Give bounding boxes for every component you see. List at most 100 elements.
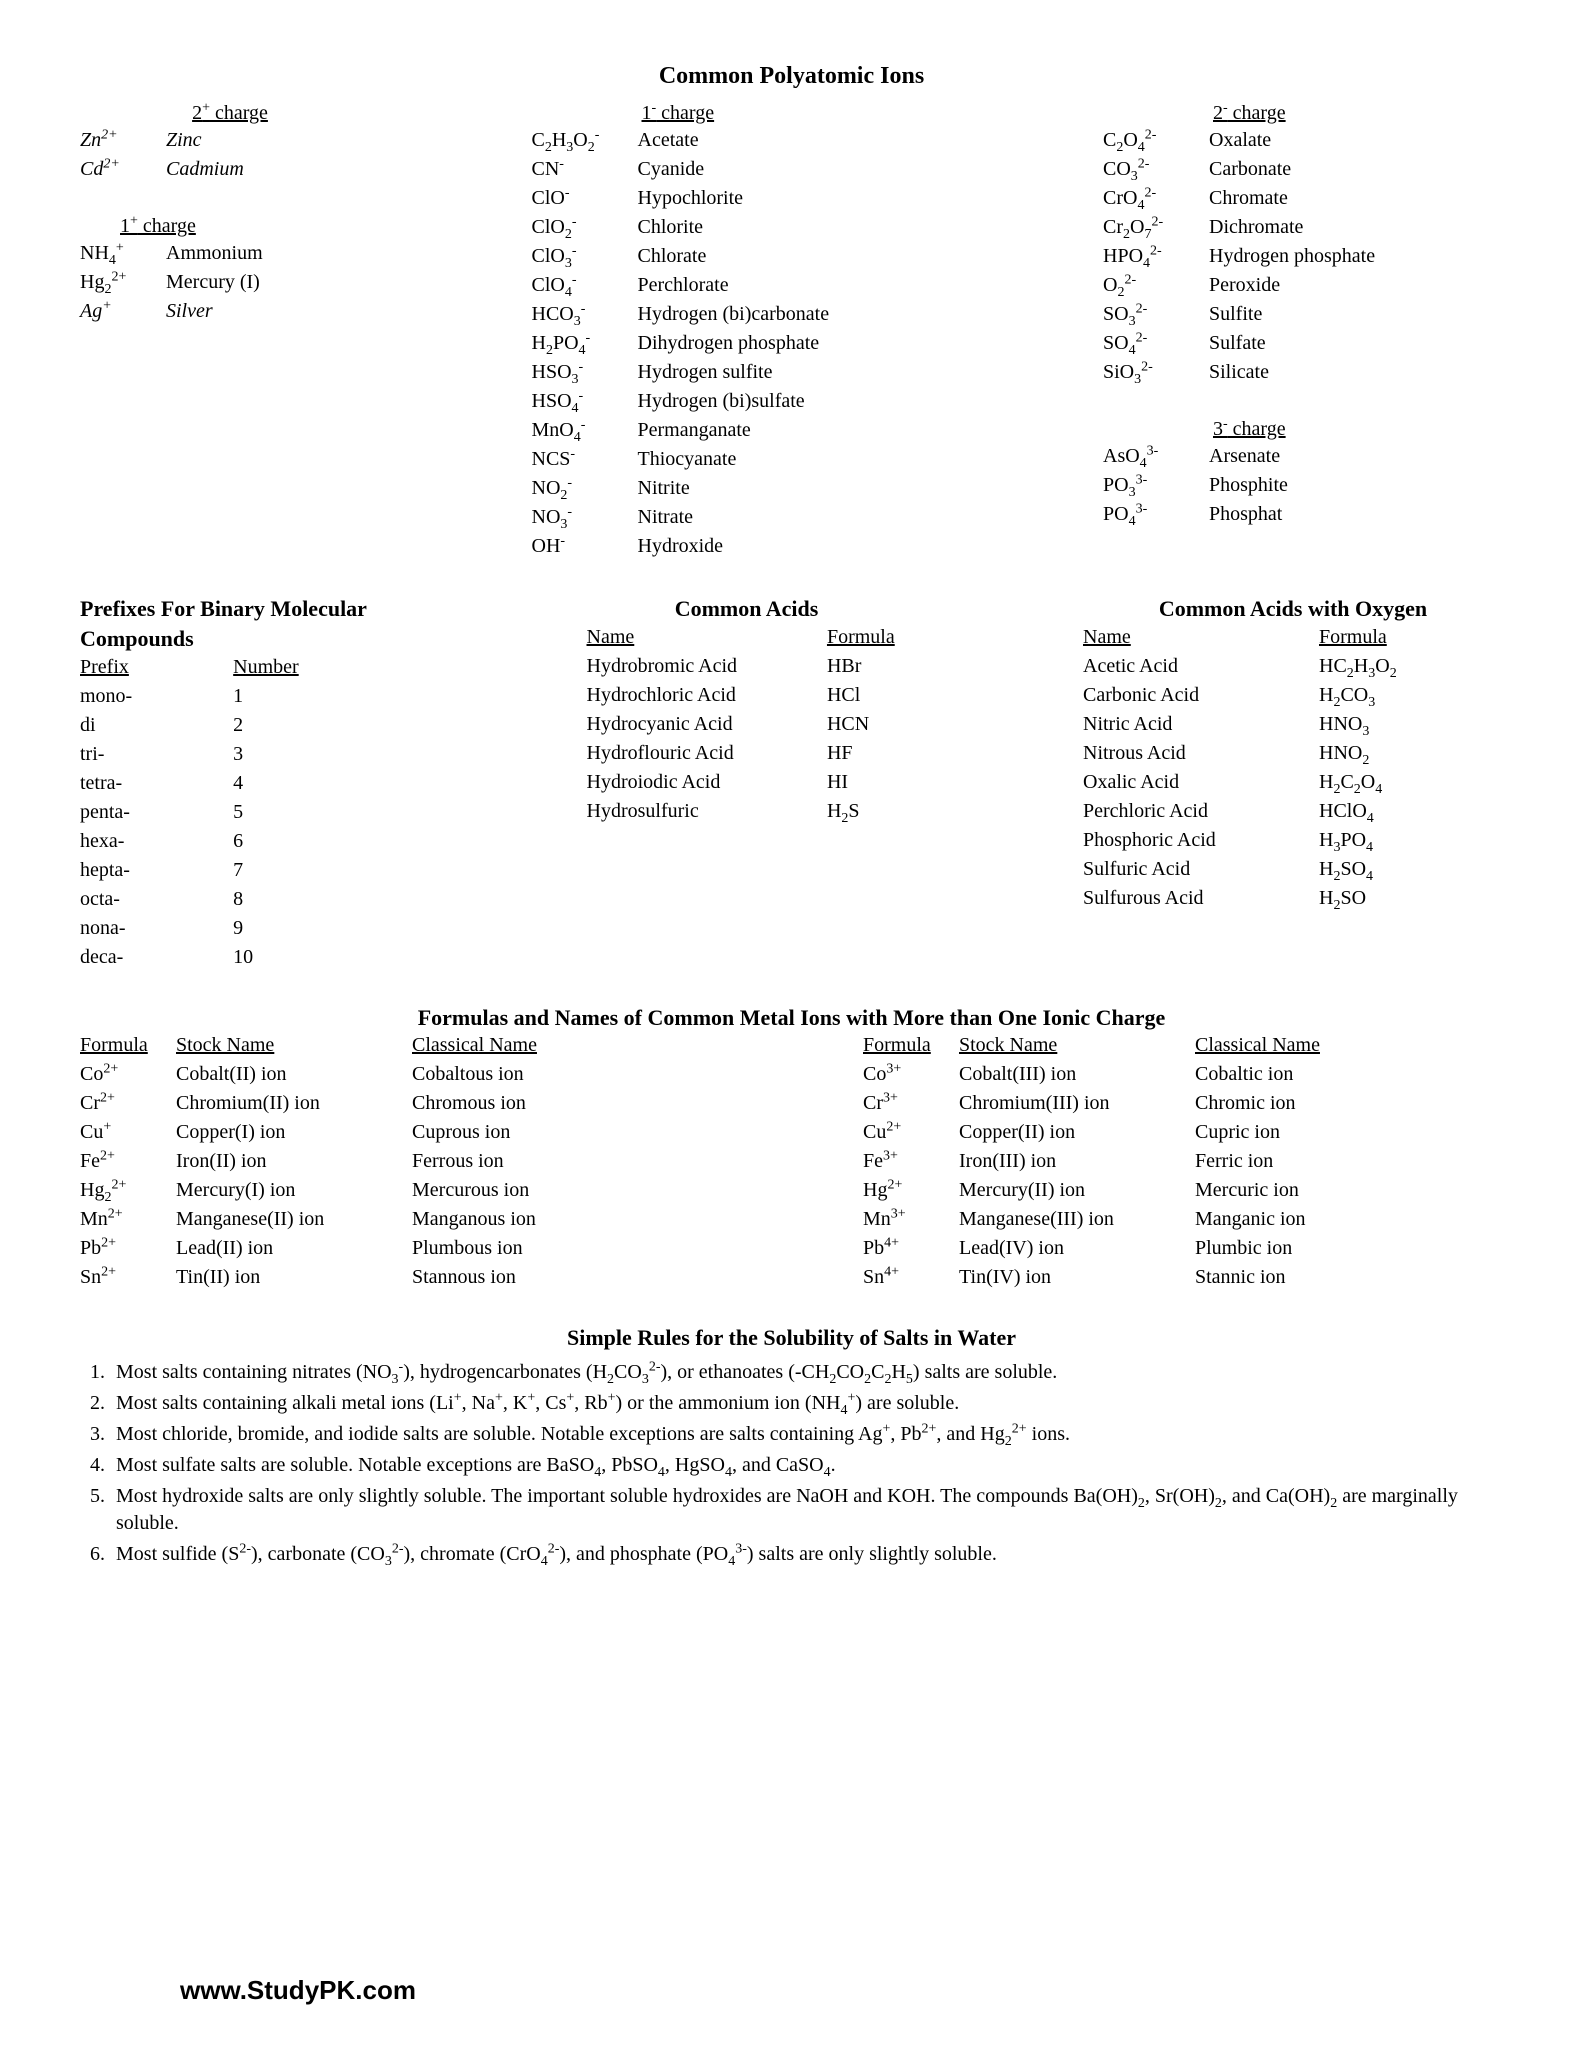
ion-formula: OH- <box>532 533 638 562</box>
number-cell: 10 <box>193 944 410 973</box>
footer-url: www.StudyPK.com <box>180 1973 416 2008</box>
table-row: Hydroiodic AcidHI <box>587 769 937 798</box>
mi-formula: Fe3+ <box>863 1148 959 1177</box>
mi-classical-name: Stannic ion <box>1195 1264 1503 1293</box>
acid-formula: H2CO3 <box>1289 682 1503 711</box>
table-row: ClO3-Chlorate <box>532 243 952 272</box>
table-row: Acetic AcidHC2H3O2 <box>1083 653 1503 682</box>
table-row: nona-9 <box>80 915 410 944</box>
ion-formula: HSO4- <box>532 388 638 417</box>
acid-name: Phosphoric Acid <box>1083 827 1289 856</box>
table-row: Hg22+ Mercury(I) ion Mercurous ion <box>80 1177 720 1206</box>
mi-classical-name: Cuprous ion <box>412 1119 720 1148</box>
mi-classical-name: Plumbous ion <box>412 1235 720 1264</box>
number-cell: 4 <box>193 770 410 799</box>
ions-1plus-table: NH4+AmmoniumHg22+Mercury (I)Ag+Silver <box>80 240 380 327</box>
table-row: Pb2+ Lead(II) ion Plumbous ion <box>80 1235 720 1264</box>
ion-name: Hydroxide <box>638 533 952 562</box>
mi-stock-name: Copper(II) ion <box>959 1119 1195 1148</box>
table-header-row: Formula Stock Name Classical Name <box>80 1032 720 1061</box>
ion-formula: Cr2O72- <box>1103 214 1209 243</box>
prefix-cell: hexa- <box>80 828 193 857</box>
solubility-rules-list: Most salts containing nitrates (NO3-), h… <box>80 1359 1503 1568</box>
ion-name: Acetate <box>638 127 952 156</box>
mi-formula: Sn4+ <box>863 1264 959 1293</box>
table-row: Hydrochloric AcidHCl <box>587 682 937 711</box>
table-header-row: Formula Stock Name Classical Name <box>863 1032 1503 1061</box>
ion-formula: Cd2+ <box>80 156 166 185</box>
mi-stock-name: Tin(IV) ion <box>959 1264 1195 1293</box>
ion-name: Hydrogen sulfite <box>638 359 952 388</box>
prefixes-title: Prefixes For Binary Molecular Compounds <box>80 594 410 653</box>
acid-formula: HNO2 <box>1289 740 1503 769</box>
mi-formula: Cu+ <box>80 1119 176 1148</box>
page-title: Common Polyatomic Ions <box>80 60 1503 92</box>
mi-stock-name: Chromium(II) ion <box>176 1090 412 1119</box>
ion-name: Oxalate <box>1209 127 1503 156</box>
table-row: CN-Cyanide <box>532 156 952 185</box>
ion-formula: HSO3- <box>532 359 638 388</box>
table-row: SO42-Sulfate <box>1103 330 1503 359</box>
ion-name: Chlorite <box>638 214 952 243</box>
table-row: tri-3 <box>80 741 410 770</box>
mi-classical-header: Classical Name <box>412 1032 720 1061</box>
table-row: penta-5 <box>80 799 410 828</box>
table-row: Fe2+ Iron(II) ion Ferrous ion <box>80 1148 720 1177</box>
table-row: Mn3+ Manganese(III) ion Manganic ion <box>863 1206 1503 1235</box>
table-row: octa-8 <box>80 886 410 915</box>
mi-formula: Cr3+ <box>863 1090 959 1119</box>
table-row: Sulfuric AcidH2SO4 <box>1083 856 1503 885</box>
table-row: Cr2+ Chromium(II) ion Chromous ion <box>80 1090 720 1119</box>
acid-name: Hydrochloric Acid <box>587 682 797 711</box>
mi-formula: Co2+ <box>80 1061 176 1090</box>
ion-formula: ClO3- <box>532 243 638 272</box>
table-row: H2PO4-Dihydrogen phosphate <box>532 330 952 359</box>
table-row: Hg2+ Mercury(II) ion Mercuric ion <box>863 1177 1503 1206</box>
table-row: HydrosulfuricH2S <box>587 798 937 827</box>
acid-name: Hydroiodic Acid <box>587 769 797 798</box>
table-row: Pb4+ Lead(IV) ion Plumbic ion <box>863 1235 1503 1264</box>
mid-section: Prefixes For Binary Molecular Compounds … <box>80 594 1503 972</box>
number-col-header: Number <box>193 654 410 683</box>
mi-formula: Cu2+ <box>863 1119 959 1148</box>
ion-formula: NCS- <box>532 446 638 475</box>
number-cell: 7 <box>193 857 410 886</box>
table-row: hexa-6 <box>80 828 410 857</box>
table-row: SO32-Sulfite <box>1103 301 1503 330</box>
table-row: hepta-7 <box>80 857 410 886</box>
acid-name: Oxalic Acid <box>1083 769 1289 798</box>
ion-formula: SO42- <box>1103 330 1209 359</box>
mi-formula-header: Formula <box>80 1032 176 1061</box>
ion-name: Zinc <box>166 127 380 156</box>
mi-formula: Hg2+ <box>863 1177 959 1206</box>
prefix-cell: octa- <box>80 886 193 915</box>
ion-name: Phosphat <box>1209 501 1503 530</box>
ion-name: Dihydrogen phosphate <box>638 330 952 359</box>
mi-formula: Cr2+ <box>80 1090 176 1119</box>
solubility-rule: Most sulfide (S2-), carbonate (CO32-), c… <box>110 1541 1503 1568</box>
table-row: Sn2+ Tin(II) ion Stannous ion <box>80 1264 720 1293</box>
ion-name: Nitrite <box>638 475 952 504</box>
acid-name: Sulfurous Acid <box>1083 885 1289 914</box>
acid-name: Carbonic Acid <box>1083 682 1289 711</box>
ion-formula: ClO2- <box>532 214 638 243</box>
table-row: Fe3+ Iron(III) ion Ferric ion <box>863 1148 1503 1177</box>
table-row: C2O42-Oxalate <box>1103 127 1503 156</box>
table-row: Co3+ Cobalt(III) ion Cobaltic ion <box>863 1061 1503 1090</box>
ion-name: Chromate <box>1209 185 1503 214</box>
mi-formula: Sn2+ <box>80 1264 176 1293</box>
acids-oxygen-title: Common Acids with Oxygen <box>1083 594 1503 624</box>
ion-formula: PO43- <box>1103 501 1209 530</box>
ion-name: Cyanide <box>638 156 952 185</box>
acid-formula: H2SO <box>1289 885 1503 914</box>
ion-name: Carbonate <box>1209 156 1503 185</box>
acid-formula: HNO3 <box>1289 711 1503 740</box>
prefix-cell: mono- <box>80 683 193 712</box>
number-cell: 9 <box>193 915 410 944</box>
solubility-title: Simple Rules for the Solubility of Salts… <box>80 1323 1503 1353</box>
acid-name: Hydrocyanic Acid <box>587 711 797 740</box>
table-row: di2 <box>80 712 410 741</box>
mi-stock-name: Lead(IV) ion <box>959 1235 1195 1264</box>
charge-1plus-header: 1+ charge <box>80 213 380 240</box>
mi-classical-name: Chromic ion <box>1195 1090 1503 1119</box>
